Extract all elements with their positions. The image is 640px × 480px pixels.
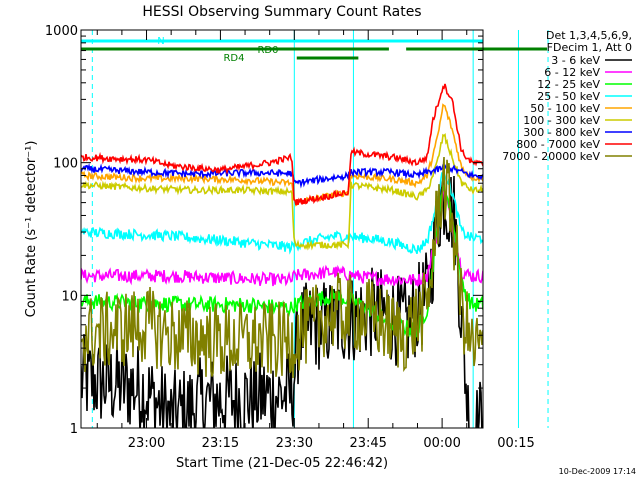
x-axis: 23:00 23:15 23:30 23:45 00:00 00:15 [96, 30, 535, 451]
series-line-3 [81, 170, 483, 255]
x-tick-label: 23:15 [202, 436, 239, 451]
series-line-7 [81, 83, 483, 206]
legend-entry-label: 3 - 6 keV [551, 54, 600, 67]
plot-frame [80, 29, 484, 429]
series-line-4 [81, 103, 483, 207]
legend-entry-label: 300 - 800 keV [523, 126, 600, 139]
segment-label-rd0: RD0 [257, 45, 278, 56]
y-tick-label: 1000 [45, 24, 78, 39]
segment-label-n: N [157, 36, 164, 47]
series-line-1 [81, 184, 483, 287]
legend-entry-label: 100 - 300 keV [523, 114, 600, 127]
legend-header: FDecim 1, Att 0 [547, 41, 632, 54]
y-axis-label: Count Rate (s⁻¹ detector⁻¹) [24, 141, 39, 318]
series-lines [81, 83, 483, 428]
footer-timestamp: 10-Dec-2009 17:14 [559, 467, 636, 476]
y-axis: 1 10 100 1000 [45, 24, 483, 437]
legend-entry-label: 50 - 100 keV [530, 102, 600, 115]
x-tick-label: 00:15 [497, 436, 534, 451]
legend-header: Det 1,3,4,5,6,9, [546, 29, 632, 42]
data-segment-bars: N RD0 RD4 [81, 36, 548, 64]
series-line-5 [81, 132, 483, 251]
legend-entry-label: 800 - 7000 keV [516, 138, 600, 151]
series-line-6 [81, 162, 483, 189]
x-axis-label: Start Time (21-Dec-05 22:46:42) [176, 456, 388, 471]
legend: Det 1,3,4,5,6,9,FDecim 1, Att 03 - 6 keV… [502, 29, 632, 163]
legend-entry-label: 7000 - 20000 keV [502, 150, 600, 163]
y-tick-label: 1 [70, 422, 78, 437]
legend-entry-label: 12 - 25 keV [537, 78, 600, 91]
legend-entry-label: 25 - 50 keV [537, 90, 600, 103]
x-tick-label: 23:00 [128, 436, 165, 451]
chart-title: HESSI Observing Summary Count Rates [142, 4, 421, 20]
series-line-8 [81, 156, 483, 379]
y-tick-label: 100 [53, 157, 78, 172]
y-tick-label: 10 [61, 289, 78, 304]
legend-entry-label: 6 - 12 keV [544, 66, 600, 79]
segment-boundary-lines [91, 30, 549, 428]
segment-label-rd4: RD4 [223, 53, 244, 64]
x-tick-label: 00:00 [423, 436, 460, 451]
x-tick-label: 23:30 [276, 436, 313, 451]
x-tick-label: 23:45 [349, 436, 386, 451]
